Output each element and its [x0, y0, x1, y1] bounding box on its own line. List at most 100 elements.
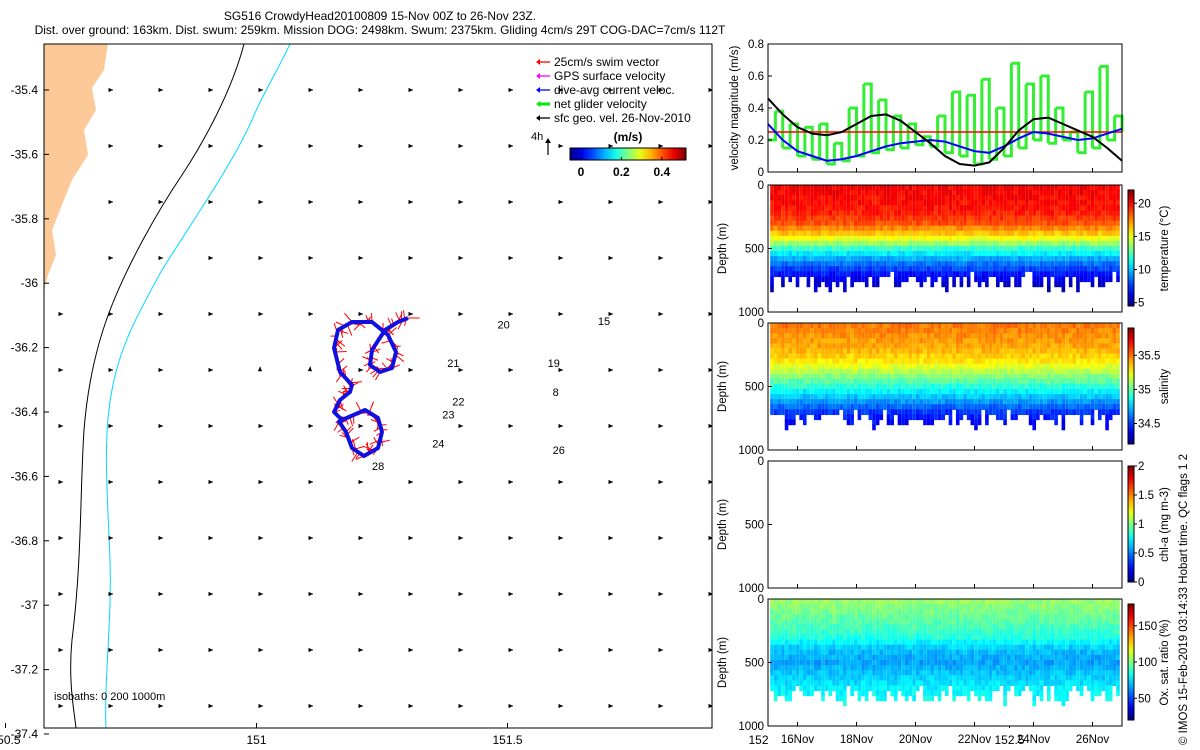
profile-dot [773, 363, 778, 370]
profile-dot [1068, 383, 1073, 390]
map-frame [43, 43, 713, 729]
profile-dot [1057, 338, 1062, 344]
profile-dot [963, 190, 967, 196]
profile-dot [908, 185, 913, 191]
profile-dot [868, 659, 873, 666]
profile-dot [850, 256, 854, 262]
profile-dot [883, 338, 887, 344]
profile-dot [824, 634, 829, 641]
profile-dot [770, 276, 774, 283]
profile-dot [788, 394, 793, 400]
track-day-label: 20 [497, 319, 509, 331]
profile-dot [934, 414, 938, 421]
profile-dot [832, 634, 836, 641]
profile-dot [1003, 328, 1007, 334]
profile-dot [835, 240, 840, 247]
profile-dot [1003, 225, 1007, 232]
profile-dot [1039, 256, 1044, 262]
profile-dot [926, 210, 931, 217]
depth-plot-bg [768, 461, 1122, 588]
profile-dot [792, 659, 796, 666]
profile-dot [992, 235, 996, 242]
profile-dot [1036, 394, 1040, 400]
profile-dot [1028, 205, 1033, 211]
profile-dot [868, 245, 873, 252]
profile-dot [977, 251, 982, 257]
profile-dot [1105, 383, 1109, 390]
profile-dot [988, 389, 993, 395]
profile-dot [1116, 394, 1120, 400]
profile-dot [1076, 256, 1080, 262]
profile-dot [861, 609, 865, 615]
profile-dot [770, 185, 774, 191]
profile-dot [912, 266, 916, 272]
profile-dot [770, 604, 774, 610]
profile-dot [1032, 225, 1037, 232]
profile-dot [806, 276, 811, 283]
profile-dot [875, 235, 880, 242]
profile-dot [828, 399, 833, 405]
profile-dot [1083, 271, 1088, 278]
profile-dot [1047, 205, 1051, 211]
profile-dot [966, 240, 971, 247]
profile-dot [945, 215, 949, 222]
profile-dot [970, 245, 975, 252]
profile-dot [890, 414, 894, 421]
profile-dot [773, 240, 778, 247]
profile-dot [948, 383, 953, 390]
profile-dot [1068, 195, 1073, 201]
profile-dot [1003, 348, 1007, 355]
profile-dot [802, 256, 807, 262]
profile-dot [912, 368, 916, 375]
profile-dot [773, 394, 778, 400]
profile-dot [908, 399, 913, 405]
profile-dot [1043, 323, 1047, 329]
profile-dot [864, 220, 869, 227]
profile-dot [835, 634, 840, 641]
profile-dot [912, 235, 916, 242]
profile-dot [799, 404, 803, 410]
profile-dot [828, 353, 833, 360]
profile-dot [945, 373, 949, 380]
profile-dot [770, 363, 774, 370]
profile-dot [864, 675, 869, 681]
profile-dot [992, 333, 996, 339]
profile-dot [1003, 353, 1007, 360]
profile-dot [1003, 235, 1007, 242]
profile-dot [937, 251, 942, 257]
profile-dot [1017, 333, 1022, 339]
profile-dot [868, 614, 873, 620]
profile-dot [835, 215, 840, 222]
profile-dot [1025, 363, 1029, 370]
velocity-arrowhead [308, 143, 313, 149]
profile-dot [777, 383, 782, 390]
profile-dot [795, 353, 800, 360]
profile-dot [1065, 256, 1069, 262]
profile-dot [930, 358, 935, 365]
profile-dot [1065, 404, 1069, 410]
profile-dot [977, 399, 982, 405]
profile-dot [926, 419, 931, 426]
velocity-y-label: velocity magnitude (m/s) [729, 46, 741, 171]
profile-dot [817, 225, 822, 232]
profile-dot [992, 323, 996, 329]
profile-dot [802, 220, 807, 227]
profile-dot [824, 394, 829, 400]
profile-dot [824, 251, 829, 257]
velocity-arrowhead [258, 703, 263, 709]
profile-dot [821, 225, 825, 232]
profile-dot [930, 235, 935, 242]
profile-dot [897, 353, 902, 360]
profile-dot [977, 414, 982, 421]
profile-dot [963, 195, 967, 201]
profile-dot [955, 373, 960, 380]
profile-dot [1014, 235, 1018, 242]
profile-dot [915, 225, 920, 232]
profile-dot [970, 414, 975, 421]
profile-dot [846, 328, 851, 334]
profile-dot [985, 281, 989, 288]
profile-dot [1090, 190, 1095, 196]
profile-dot [996, 266, 1000, 272]
profile-dot [901, 333, 905, 339]
profile-dot [792, 271, 796, 278]
